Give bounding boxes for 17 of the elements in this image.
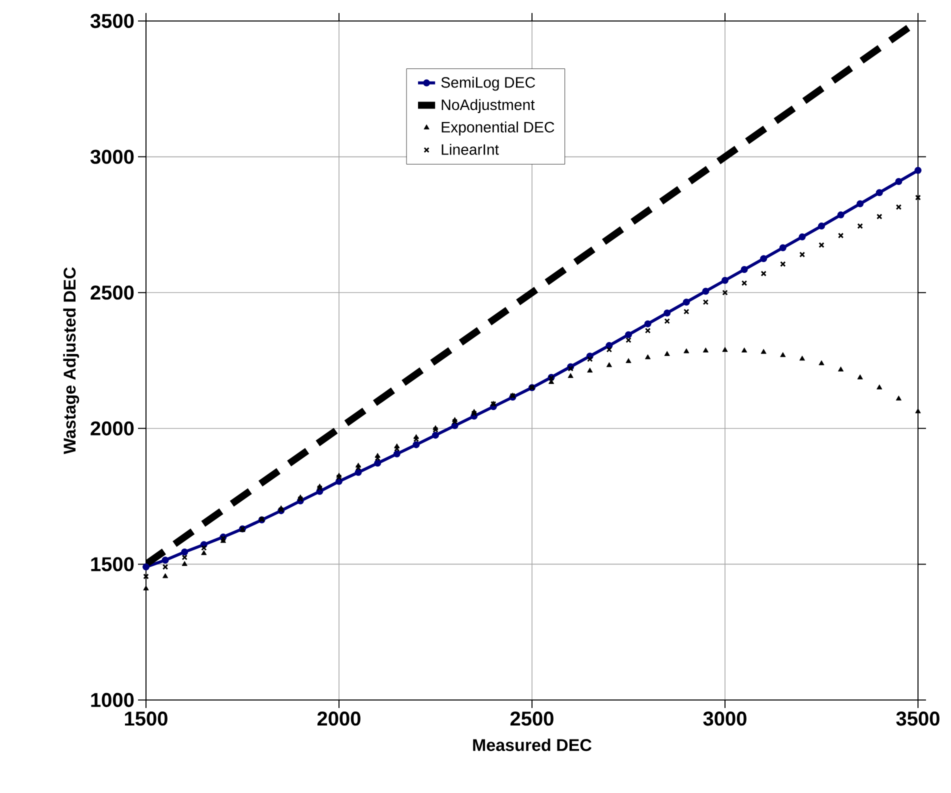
legend-label: Exponential DEC (442, 121, 554, 136)
x-tick-label: 3000 (703, 712, 746, 726)
y-tick-label: 3500 (90, 14, 134, 28)
y-tick-label: 1500 (91, 557, 134, 572)
x-tick-label: 3500 (896, 712, 940, 726)
x-axis-title: Measured DEC (473, 738, 592, 752)
legend-label: LinearInt (442, 144, 499, 155)
x-tick-label: 1500 (125, 712, 168, 726)
y-tick-label: 3000 (90, 150, 134, 164)
x-tick-label: 2500 (510, 712, 554, 726)
legend-label: NoAdjustment (442, 99, 535, 114)
y-axis-title: Wastage Adjusted DEC (63, 267, 80, 454)
y-tick-label: 1000 (91, 692, 134, 708)
y-tick-label: 2500 (90, 286, 134, 300)
legend-label: SemiLog DEC (441, 76, 536, 91)
x-tick-label: 2000 (317, 712, 360, 726)
y-tick-label: 2000 (90, 421, 134, 436)
